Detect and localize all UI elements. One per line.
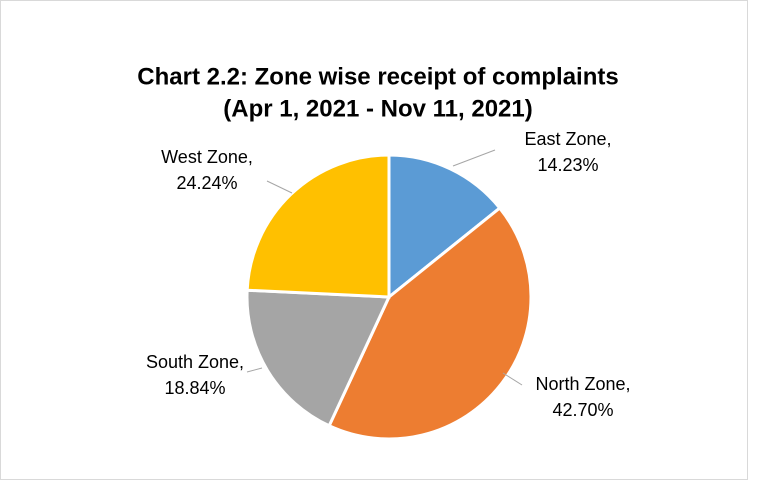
leader-line [246,367,263,373]
pie-slice [387,153,502,301]
leader-line [452,149,496,167]
pie-slice [327,205,533,441]
leader-line [266,180,293,194]
pie-slice [245,288,392,428]
pie-slice [245,153,391,299]
data-label-value: 14.23% [537,155,598,175]
leader-line [502,372,523,386]
data-label-name: North Zone, [535,374,630,394]
data-label-name: West Zone, [161,147,253,167]
chart-title: (Apr 1, 2021 - Nov 11, 2021) [223,95,533,122]
data-label-value: 18.84% [164,378,225,398]
data-label-value: 42.70% [552,400,613,420]
data-label-name: South Zone, [146,352,244,372]
data-label-value: 24.24% [176,173,237,193]
chart-title: Chart 2.2: Zone wise receipt of complain… [137,63,618,90]
data-label-name: East Zone, [524,129,611,149]
